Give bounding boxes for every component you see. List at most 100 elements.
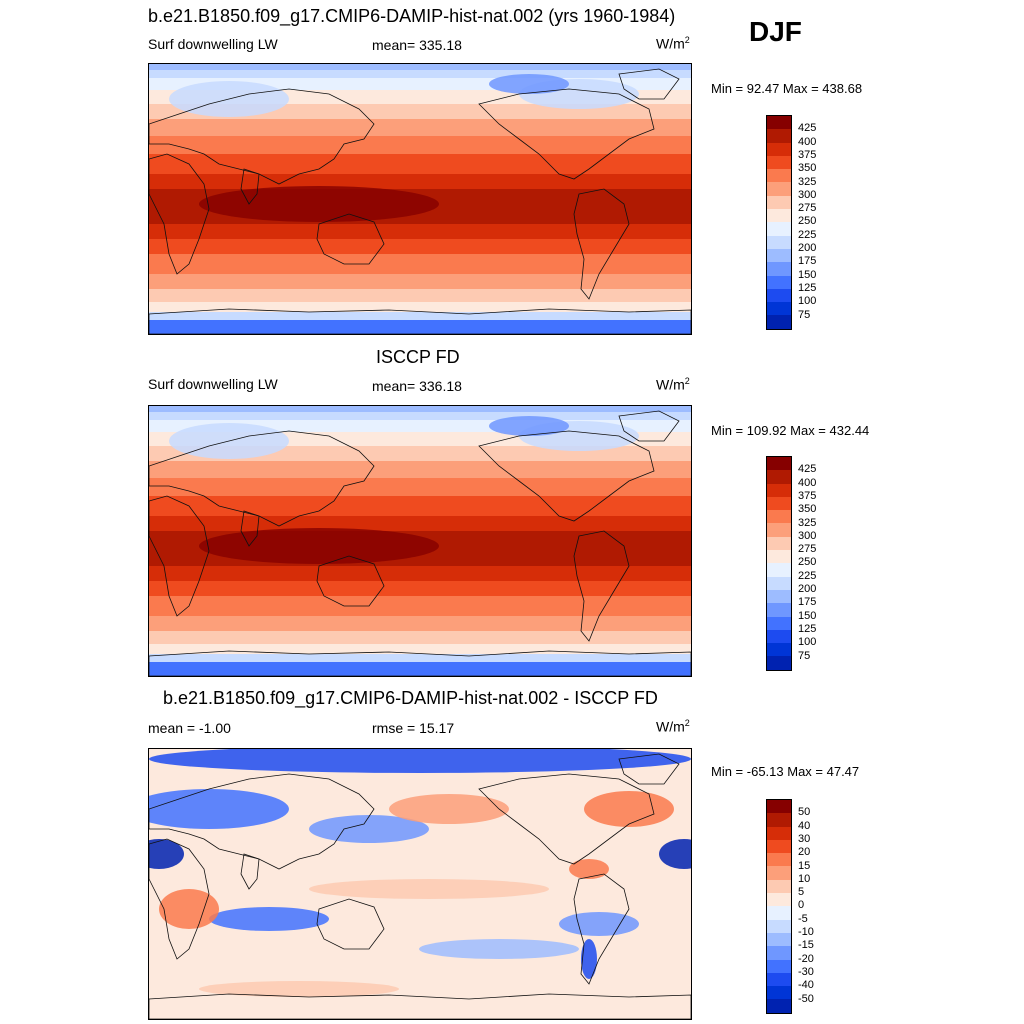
colorbar-segment (767, 483, 791, 497)
colorbar-segment (767, 169, 791, 183)
colorbar-segment (767, 523, 791, 537)
zonal-band (149, 516, 691, 531)
coastline (240, 510, 260, 547)
colorbar-tick-label: 225 (798, 569, 817, 582)
coastline (149, 993, 691, 1019)
zonal-band (149, 644, 691, 654)
anomaly-patch (581, 939, 597, 979)
colorbar-tick-label: 0 (798, 899, 805, 912)
zonal-band (149, 136, 691, 154)
coastline (478, 430, 655, 522)
colorbar-tick-label: -10 (798, 926, 814, 938)
colorbar-tick-label: 325 (798, 175, 817, 188)
colorbar-tick-label: -40 (798, 979, 814, 992)
colorbar-segment (767, 457, 791, 471)
zonal-band (149, 478, 691, 496)
colorbar-tick-label: 300 (798, 188, 817, 201)
panel2-mean: mean= 336.18 (372, 378, 462, 394)
colorbar-segment (767, 919, 791, 933)
anomaly-patch (149, 749, 691, 773)
colorbar-segment (767, 893, 791, 907)
colorbar-segment (767, 972, 791, 987)
panel2-variable: Surf downwelling LW (148, 376, 278, 392)
colorbar-segment (767, 262, 791, 276)
zonal-band (149, 70, 691, 78)
coastline (240, 168, 260, 205)
zonal-band (149, 254, 691, 274)
colorbar-tick-label: -15 (798, 939, 814, 952)
colorbar-tick-label: 5 (798, 886, 805, 899)
warm-pool (199, 186, 439, 222)
zonal-band (149, 616, 691, 631)
panel2-colorbar (766, 456, 792, 671)
colorbar-segment (767, 589, 791, 604)
colorbar-segment (767, 142, 791, 156)
zonal-band (149, 496, 691, 516)
colorbar-segment (767, 550, 791, 564)
anomaly-patch (159, 889, 219, 929)
anomaly-patch (309, 879, 549, 899)
panel1-map-svg (149, 64, 691, 334)
colorbar-segment (767, 302, 791, 316)
colorbar-tick-label: 425 (798, 463, 817, 476)
panel2-units: W/m2 (656, 376, 690, 393)
panel3-colorbar (766, 799, 792, 1014)
zonal-band (149, 631, 691, 644)
colorbar-tick-label: 125 (798, 281, 817, 294)
colorbar-segment (767, 129, 791, 143)
colorbar-tick-label: 325 (798, 516, 817, 529)
colorbar-segment (767, 576, 791, 590)
panel3-map (148, 748, 692, 1020)
coastline (149, 308, 691, 334)
coastline (316, 213, 385, 265)
colorbar-tick-label: 275 (798, 202, 817, 215)
anomaly-patch (149, 839, 184, 869)
colorbar-tick-label: 75 (798, 308, 811, 321)
zonal-band (149, 224, 691, 239)
coastline (573, 873, 630, 985)
coastline (316, 555, 385, 607)
panel2-map (148, 405, 692, 677)
colorbar-segment (767, 536, 791, 551)
panel1-colorbar (766, 115, 792, 330)
anomaly-patch (659, 839, 691, 869)
coastline (316, 898, 385, 950)
coastline (149, 495, 210, 617)
zonal-band (149, 566, 691, 581)
colorbar-segment (767, 116, 791, 130)
panel2-minmax: Min = 109.92 Max = 432.44 (711, 423, 870, 438)
coastline (149, 773, 375, 870)
colorbar-segment (767, 275, 791, 289)
cold-patch (489, 74, 569, 94)
colorbar-tick-label: -30 (798, 965, 814, 978)
coastline (149, 88, 375, 185)
colorbar-tick-label: 375 (798, 148, 817, 161)
colorbar-segment (767, 182, 791, 196)
coastline (618, 753, 680, 785)
coastline (618, 410, 680, 442)
colorbar-tick-label: 375 (798, 489, 817, 502)
zonal-band (149, 239, 691, 254)
colorbar-segment (767, 946, 791, 960)
colorbar-tick-label: -5 (798, 912, 808, 925)
colorbar-tick-label: 20 (798, 846, 811, 859)
coastline (618, 68, 680, 100)
season-label: DJF (749, 16, 802, 47)
colorbar-segment (767, 986, 791, 1000)
zonal-band (149, 406, 691, 412)
colorbar-tick-label: 250 (798, 556, 817, 569)
colorbar-segment (767, 315, 791, 329)
colorbar-segment (767, 603, 791, 617)
coastline (478, 88, 655, 180)
colorbar-tick-label: -50 (798, 992, 814, 1005)
zonal-band (149, 581, 691, 596)
colorbar-tick-label: 200 (798, 242, 817, 254)
colorbar-tick-label: 40 (798, 819, 811, 832)
colorbar-segment (767, 222, 791, 236)
colorbar-tick-label: 100 (798, 295, 817, 308)
colorbar-tick-label: 30 (798, 832, 811, 845)
anomaly-patch (559, 912, 639, 936)
panel1-minmax: Min = 92.47 Max = 438.68 (711, 81, 863, 96)
colorbar-tick-label: 300 (798, 529, 817, 542)
colorbar-segment (767, 999, 791, 1013)
